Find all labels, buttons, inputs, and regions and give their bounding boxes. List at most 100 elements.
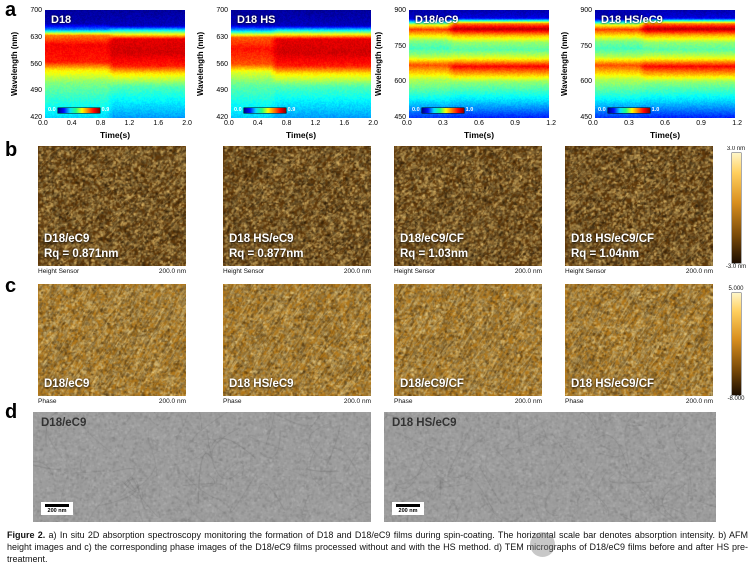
tick-label: 630 [30, 33, 42, 41]
x-axis-ticks: 0.0 0.3 0.6 0.9 1.2 [402, 120, 556, 127]
afm-footer: Height Sensor 200.0 nm [394, 268, 542, 275]
tick-label: 1.2 [732, 120, 742, 127]
y-axis-ticks: 900 750 600 450 [571, 7, 592, 121]
scale-bar-label: 200 nm [398, 508, 418, 514]
intensity-colorbar: 0.0 1.0 [412, 107, 473, 113]
colorbar-min-label: 0.0 [598, 107, 606, 113]
y-axis-ticks: 700 630 560 490 420 [21, 7, 42, 121]
y-axis-ticks: 700 630 560 490 420 [207, 7, 228, 121]
tick-label: 600 [394, 78, 406, 86]
tick-label: 490 [216, 87, 228, 95]
colorbar-min-label: 0.0 [412, 107, 420, 113]
sample-name: D18 HS/eC9 [392, 417, 457, 429]
sensor-type: Height Sensor [38, 268, 80, 275]
colorbar-gradient [731, 153, 741, 263]
afm-footer: Phase 200.0 nm [223, 398, 371, 405]
absorption-plot-d18-hs: Wavelength (nm) 700 630 560 490 420 D18 HS 0… [196, 4, 378, 144]
intensity-colorbar: 0.0 0.9 [234, 107, 295, 113]
tick-label: 0.0 [38, 120, 48, 127]
tick-label: 1.2 [310, 120, 321, 127]
heatmap-area: D18 HS/eC9 0.0 1.0 [595, 10, 735, 118]
heatmap-canvas [45, 10, 185, 118]
colorbar-gradient [731, 293, 741, 395]
colorbar-max-label: 0.9 [101, 107, 110, 113]
afm-image-label: D18 HS/eC9 Rq = 0.877nm [229, 232, 303, 261]
colorbar-max-label: 1.0 [651, 107, 660, 113]
heatmap-canvas [409, 10, 549, 118]
afm-image-label: D18/eC9 [44, 377, 89, 391]
absorption-plot-d18: Wavelength (nm) 700 630 560 490 420 D18 0.0 … [10, 4, 192, 144]
tick-label: 420 [30, 114, 42, 121]
tick-label: 0.4 [252, 120, 263, 127]
tick-label: 0.0 [402, 120, 412, 127]
afm-footer: Phase 200.0 nm [565, 398, 713, 405]
afm-image-label: D18/eC9 Rq = 0.871nm [44, 232, 118, 261]
x-axis-ticks: 0.0 0.4 0.8 1.2 1.6 2.0 [38, 120, 192, 127]
scan-size: 200.0 nm [158, 268, 186, 275]
heatmap-area: D18 0.0 0.9 [45, 10, 185, 118]
tick-label: 2.0 [368, 120, 378, 127]
figure-caption: Figure 2. a) In situ 2D absorption spect… [7, 530, 748, 566]
sensor-type: Height Sensor [565, 268, 607, 275]
afm-footer: Phase 200.0 nm [38, 398, 186, 405]
y-axis-label: Wavelength (nm) [10, 31, 19, 97]
colorbar-max-label: 5.000 [728, 286, 744, 292]
afm-phase-canvas [565, 284, 713, 396]
afm-phase-canvas [223, 284, 371, 396]
sample-name: D18 HS/eC9/CF [571, 233, 655, 246]
tick-label: 630 [216, 33, 228, 41]
colorbar-max-label: 0.9 [287, 107, 296, 113]
heatmap-canvas [595, 10, 735, 118]
scale-bar-line [45, 504, 69, 507]
sensor-type: Phase [223, 398, 242, 405]
colorbar-gradient [57, 107, 100, 113]
tick-label: 0.0 [588, 120, 598, 127]
tick-label: 750 [580, 42, 592, 50]
tick-label: 0.8 [281, 120, 292, 127]
scan-size: 200.0 nm [343, 398, 371, 405]
tick-label: 560 [216, 60, 228, 68]
afm-footer: Height Sensor 200.0 nm [565, 268, 713, 275]
afm-footer: Height Sensor 200.0 nm [38, 268, 186, 275]
scan-size: 200.0 nm [514, 268, 542, 275]
tick-label: 0.8 [95, 120, 106, 127]
sensor-type: Height Sensor [223, 268, 265, 275]
phase-colorbar: 5.000 -8.000 [718, 286, 754, 402]
afm-phase-image: D18 HS/eC9/CF [565, 284, 713, 396]
x-axis-label: Time(s) [99, 130, 131, 140]
colorbar-min-label: -3.0 nm [725, 264, 747, 270]
tick-label: 600 [580, 78, 592, 86]
tick-label: 0.6 [660, 120, 670, 127]
y-axis-label: Wavelength (nm) [560, 31, 569, 97]
afm-height-canvas [38, 146, 186, 266]
caption-label: Figure 2. [7, 530, 46, 540]
scan-size: 200.0 nm [514, 398, 542, 405]
afm-height-image: D18/eC9 Rq = 0.871nm [38, 146, 186, 266]
tick-label: 1.2 [546, 120, 556, 127]
y-axis-ticks: 900 750 600 450 [385, 7, 406, 121]
colorbar-min-label: 0.0 [234, 107, 242, 113]
height-colorbar: 3.0 nm -3.0 nm [718, 146, 754, 270]
sensor-type: Phase [38, 398, 57, 405]
afm-height-image: D18/eC9/CF Rq = 1.03nm [394, 146, 542, 266]
afm-image-label: D18/eC9/CF Rq = 1.03nm [400, 232, 468, 261]
colorbar-min-label: -8.000 [727, 396, 745, 402]
sensor-type: Phase [565, 398, 584, 405]
afm-phase-image: D18/eC9/CF [394, 284, 542, 396]
caption-text: a) In situ 2D absorption spectroscopy mo… [7, 530, 748, 564]
tick-label: 1.2 [124, 120, 135, 127]
afm-height-image: D18 HS/eC9 Rq = 0.877nm [223, 146, 371, 266]
scale-bar-line [396, 504, 420, 507]
panel-d-label: d [5, 401, 18, 423]
afm-footer: Height Sensor 200.0 nm [223, 268, 371, 275]
colorbar-min-label: 0.0 [48, 107, 56, 113]
tem-canvas [384, 412, 716, 522]
tick-label: 0.6 [474, 120, 484, 127]
afm-image-label: D18 HS/eC9 [229, 377, 294, 391]
afm-height-canvas [394, 146, 542, 266]
afm-height-canvas [223, 146, 371, 266]
sample-name: D18 HS/eC9/CF [571, 377, 655, 390]
colorbar-gradient [607, 107, 650, 113]
x-axis-label: Time(s) [463, 130, 495, 140]
